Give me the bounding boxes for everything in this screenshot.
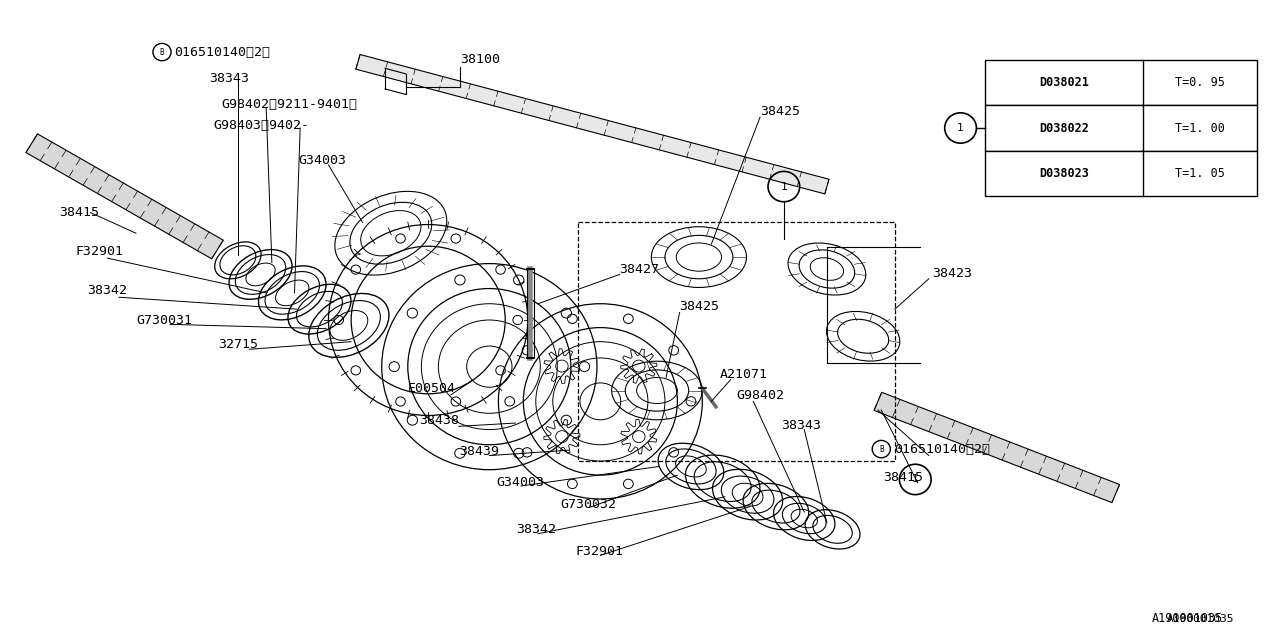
Text: 1: 1 xyxy=(781,182,787,191)
Text: T=1. 00: T=1. 00 xyxy=(1175,122,1225,134)
Text: 38342: 38342 xyxy=(517,523,557,536)
Bar xyxy=(986,151,1257,196)
Text: G34003: G34003 xyxy=(497,476,544,489)
Text: 1: 1 xyxy=(957,123,964,133)
Text: A190001035: A190001035 xyxy=(1152,612,1224,625)
Text: G98403（9402-: G98403（9402- xyxy=(212,119,308,132)
Text: F32901: F32901 xyxy=(76,245,124,258)
Text: 1: 1 xyxy=(911,474,919,484)
Text: G34003: G34003 xyxy=(298,154,346,167)
Text: 38439: 38439 xyxy=(458,445,499,458)
Text: G730032: G730032 xyxy=(561,498,617,511)
Text: 38342: 38342 xyxy=(87,284,127,297)
Text: T=0. 95: T=0. 95 xyxy=(1175,76,1225,89)
Bar xyxy=(577,222,895,461)
Text: 32715: 32715 xyxy=(219,339,259,351)
Text: 38425: 38425 xyxy=(680,301,719,314)
Text: 38438: 38438 xyxy=(419,414,460,428)
Text: 38423: 38423 xyxy=(932,267,973,280)
Polygon shape xyxy=(356,54,829,194)
Text: G98402（9211-9401）: G98402（9211-9401） xyxy=(221,98,357,111)
Text: 38100: 38100 xyxy=(460,53,500,66)
Bar xyxy=(986,105,1257,151)
Text: 38343: 38343 xyxy=(782,419,822,432)
Text: 016510140（2）: 016510140（2） xyxy=(893,443,989,456)
Text: D038023: D038023 xyxy=(1039,167,1089,180)
Text: 016510140（2）: 016510140（2） xyxy=(174,45,270,59)
Text: G730031: G730031 xyxy=(136,314,192,326)
Polygon shape xyxy=(874,392,1120,502)
Text: G98402: G98402 xyxy=(736,389,785,403)
Text: 38427: 38427 xyxy=(620,262,659,275)
Text: A21071: A21071 xyxy=(719,368,767,381)
Text: B: B xyxy=(160,47,164,56)
Text: F32901: F32901 xyxy=(576,545,623,557)
Text: D038022: D038022 xyxy=(1039,122,1089,134)
Text: B: B xyxy=(879,445,883,454)
Text: 38425: 38425 xyxy=(760,105,800,118)
Text: 38415: 38415 xyxy=(883,471,924,484)
Bar xyxy=(986,60,1257,105)
Text: A190001035: A190001035 xyxy=(1167,614,1235,624)
Text: 38415: 38415 xyxy=(59,206,99,219)
Text: T=1. 05: T=1. 05 xyxy=(1175,167,1225,180)
Polygon shape xyxy=(26,134,223,259)
Text: E00504: E00504 xyxy=(408,382,456,395)
Text: 38343: 38343 xyxy=(210,72,250,84)
Text: D038021: D038021 xyxy=(1039,76,1089,89)
